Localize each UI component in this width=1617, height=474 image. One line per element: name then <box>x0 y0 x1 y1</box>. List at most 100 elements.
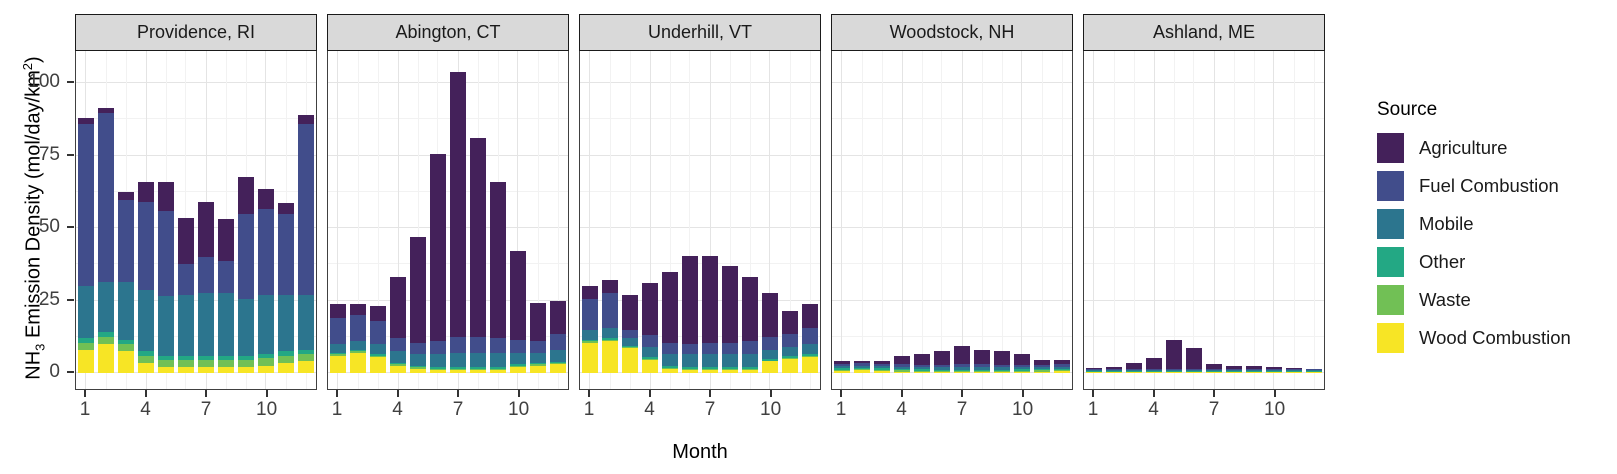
bar-segment-mobile <box>1305 370 1323 372</box>
x-tick-mark <box>588 390 591 397</box>
stacked-bar-month-10 <box>761 293 779 373</box>
stacked-bar-month-11 <box>1285 368 1303 373</box>
gridline-minor-vertical <box>1313 51 1315 389</box>
bar-segment-agriculture <box>197 201 215 257</box>
bar-segment-agriculture <box>933 351 951 365</box>
bar-segment-wood-combustion <box>1013 371 1031 373</box>
gridline-major-horizontal <box>832 227 1072 228</box>
bar-segment-other <box>1053 368 1071 371</box>
bar-segment-agriculture <box>1305 368 1323 370</box>
bar-segment-waste <box>661 367 679 369</box>
x-tick-label: 4 <box>896 399 907 420</box>
facet-plot-area <box>327 51 569 390</box>
bar-segment-agriculture <box>117 191 135 201</box>
bar-slot-month-1 <box>76 117 96 373</box>
bar-segment-waste <box>893 370 911 372</box>
bar-segment-fuel-combustion <box>489 338 507 353</box>
facet-strip: Abington, CT <box>327 14 569 51</box>
y-tick-label: 100 <box>28 71 60 93</box>
bar-segment-agriculture <box>853 360 871 364</box>
bar-segment-mobile <box>257 294 275 355</box>
gridline-major-vertical <box>1021 51 1023 389</box>
bar-segment-mobile <box>1285 370 1303 372</box>
gridline-major-vertical <box>589 51 591 389</box>
bar-segment-other <box>781 355 799 358</box>
stacked-bar-month-7 <box>701 255 719 373</box>
bar-segment-waste <box>1265 371 1283 373</box>
bar-segment-other <box>1033 369 1051 371</box>
bar-slot-month-4 <box>388 277 408 373</box>
bar-segment-agriculture <box>509 251 527 340</box>
y-axis-title-superscript: 2 <box>20 62 35 71</box>
bar-segment-agriculture <box>489 181 507 339</box>
bar-segment-waste <box>641 358 659 360</box>
x-tick-label: 1 <box>1087 399 1099 420</box>
bar-segment-waste <box>1245 371 1263 373</box>
bar-slot-month-6 <box>176 217 196 373</box>
gridline-minor-vertical <box>609 51 611 389</box>
bar-segment-fuel-combustion <box>721 342 739 355</box>
gridline-major-horizontal <box>580 154 820 156</box>
bar-segment-waste <box>217 359 235 368</box>
bar-segment-fuel-combustion <box>137 201 155 291</box>
facet-plot-area <box>1083 51 1325 390</box>
bar-segment-waste <box>349 351 367 353</box>
bar-segment-waste <box>77 342 95 350</box>
bar-segment-wood-combustion <box>681 370 699 373</box>
bar-segment-wood-combustion <box>833 370 851 373</box>
gridline-major-vertical <box>649 51 651 389</box>
bar-segment-agriculture <box>741 277 759 342</box>
x-tick-label: 7 <box>452 399 464 420</box>
stacked-bar-month-2 <box>349 303 367 373</box>
bar-segment-waste <box>137 355 155 363</box>
bar-segment-waste <box>701 369 719 371</box>
bar-segment-other <box>661 365 679 368</box>
bar-segment-mobile <box>1033 366 1051 370</box>
stacked-bar-month-11 <box>277 203 295 373</box>
stacked-bar-month-12 <box>297 114 315 373</box>
bar-segment-fuel-combustion <box>329 318 347 345</box>
gridline-minor-vertical <box>1233 51 1235 389</box>
gridline-minor-horizontal <box>580 335 820 337</box>
bar-slot-month-10 <box>760 293 780 373</box>
facet-strip-label: Ashland, ME <box>1152 22 1256 42</box>
bar-segment-fuel-combustion <box>681 344 699 355</box>
bar-segment-waste <box>177 359 195 368</box>
y-axis-title-subscript: 3 <box>32 343 48 351</box>
bar-segment-agriculture <box>1225 365 1243 370</box>
bar-segment-waste <box>157 359 175 368</box>
bar-slot-month-10 <box>256 188 276 373</box>
bar-slot-month-9 <box>992 351 1012 373</box>
legend-swatch-waste <box>1377 285 1404 315</box>
x-tick-mark <box>1152 390 1155 397</box>
bar-segment-mobile <box>237 299 255 356</box>
stacked-bar-month-11 <box>529 303 547 373</box>
bar-segment-wood-combustion <box>661 368 679 373</box>
bar-segment-other <box>913 369 931 371</box>
stacked-bar-month-1 <box>1085 367 1103 373</box>
facet-strip-label: Underhill, VT <box>647 22 753 42</box>
bar-segment-mobile <box>117 281 135 340</box>
facet-panel-underhill-vt: Underhill, VT 1 4 7 10 <box>579 14 821 423</box>
gridline-major-horizontal <box>328 154 568 156</box>
bar-segment-waste <box>369 355 387 358</box>
bar-segment-agriculture <box>429 154 447 342</box>
bar-segment-waste <box>741 369 759 371</box>
stacked-bar-month-9 <box>237 177 255 373</box>
legend-label: Agriculture <box>1419 137 1508 158</box>
bar-segment-agriculture <box>681 255 699 345</box>
stacked-bar-month-7 <box>197 201 215 373</box>
bar-segment-waste <box>469 368 487 371</box>
legend-row-fuel-combustion: Fuel Combustion <box>1377 171 1615 201</box>
bar-segment-agriculture <box>581 286 599 300</box>
bar-segment-mobile <box>1265 370 1283 372</box>
bar-slot-month-7 <box>1204 364 1224 373</box>
gridline-major-horizontal <box>580 82 820 83</box>
stacked-bar-month-4 <box>1145 358 1163 373</box>
bar-slot-month-12 <box>296 114 316 373</box>
legend-row-waste: Waste <box>1377 285 1615 315</box>
gridline-minor-horizontal <box>832 335 1072 337</box>
stacked-bar-month-8 <box>721 265 739 373</box>
bar-slot-month-1 <box>328 303 348 373</box>
facet-strip-label: Providence, RI <box>136 22 256 42</box>
